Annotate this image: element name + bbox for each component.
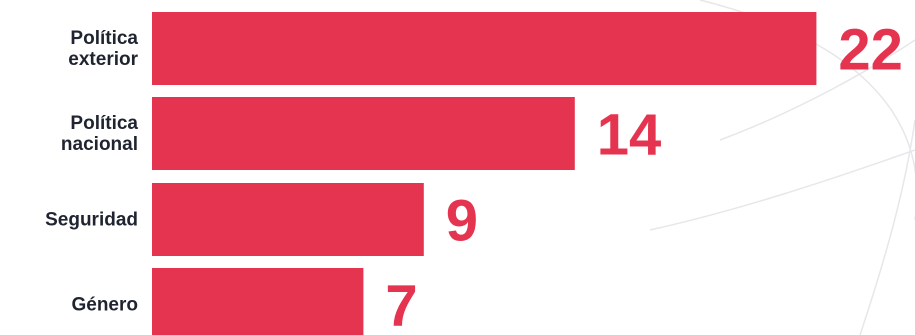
category-label-line: exterior (68, 49, 138, 70)
category-label-line: Género (71, 295, 138, 316)
value-labels-layer: 22 14 97 (385, 18, 903, 335)
bars-layer (152, 12, 817, 335)
bar-0 (152, 12, 817, 85)
category-label-1: Política nacional (61, 113, 139, 155)
value-label-3: 7 (385, 274, 417, 335)
decorative-arc-2 (719, 39, 915, 141)
bar-1 (152, 97, 575, 170)
category-label-line: Política (70, 113, 138, 134)
decorative-arc-4 (649, 149, 915, 231)
bar-2 (152, 183, 424, 256)
category-label-2: Seguridad (45, 210, 138, 231)
category-label-0: Política exterior (68, 28, 138, 70)
decorative-arc-3 (859, 119, 915, 335)
value-label-2: 9 (446, 189, 478, 254)
category-label-line: Seguridad (45, 210, 138, 231)
category-label-3: Género (71, 295, 138, 316)
bar-3 (152, 268, 364, 335)
category-label-line: nacional (61, 134, 138, 155)
value-label-1: 14 (597, 103, 662, 168)
category-label-line: Política (70, 28, 138, 49)
value-label-0: 22 (838, 18, 903, 83)
